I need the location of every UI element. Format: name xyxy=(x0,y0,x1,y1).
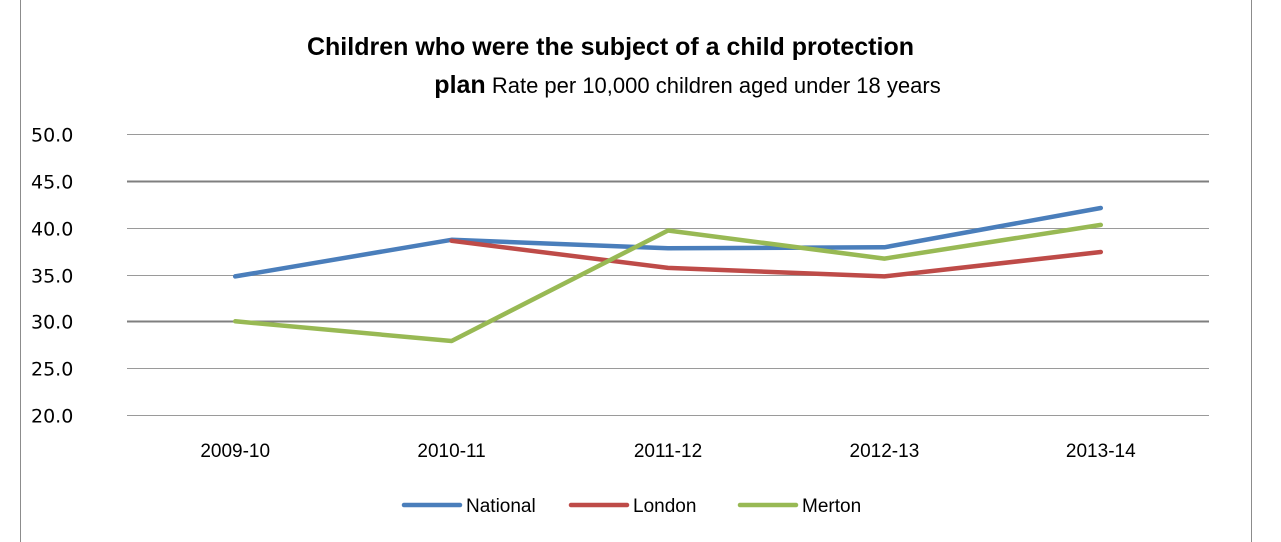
series-line-merton xyxy=(232,222,1104,344)
chart-title-bold-word: plan xyxy=(434,71,486,99)
x-tick-label: 2013-14 xyxy=(1066,441,1136,462)
y-tick-label: 45.0 xyxy=(31,172,73,194)
legend-label-national: National xyxy=(466,496,536,517)
chart-title: Children who were the subject of a child… xyxy=(0,30,1281,103)
x-tick-label: 2011-12 xyxy=(634,441,702,462)
y-tick-label: 20.0 xyxy=(31,406,73,428)
chart-title-bold-line: Children who were the subject of a child… xyxy=(306,33,914,61)
y-tick-label: 25.0 xyxy=(31,359,73,381)
y-tick-label: 30.0 xyxy=(31,312,73,334)
series-line-london xyxy=(449,238,1104,279)
series-line-national xyxy=(232,205,1104,279)
y-tick-label: 40.0 xyxy=(31,219,73,241)
x-tick-label: 2012-13 xyxy=(850,441,920,462)
chart-title-second-line: plan Rate per 10,000 children aged under… xyxy=(47,68,1281,103)
legend-label-merton: Merton xyxy=(802,496,861,517)
chart-subtitle: Rate per 10,000 children aged under 18 y… xyxy=(491,73,941,98)
y-tick-label: 50.0 xyxy=(31,125,73,147)
legend-label-london: London xyxy=(633,496,696,517)
x-tick-label: 2010-11 xyxy=(417,441,485,462)
x-tick-label: 2009-10 xyxy=(200,441,270,462)
y-tick-label: 35.0 xyxy=(31,266,73,288)
